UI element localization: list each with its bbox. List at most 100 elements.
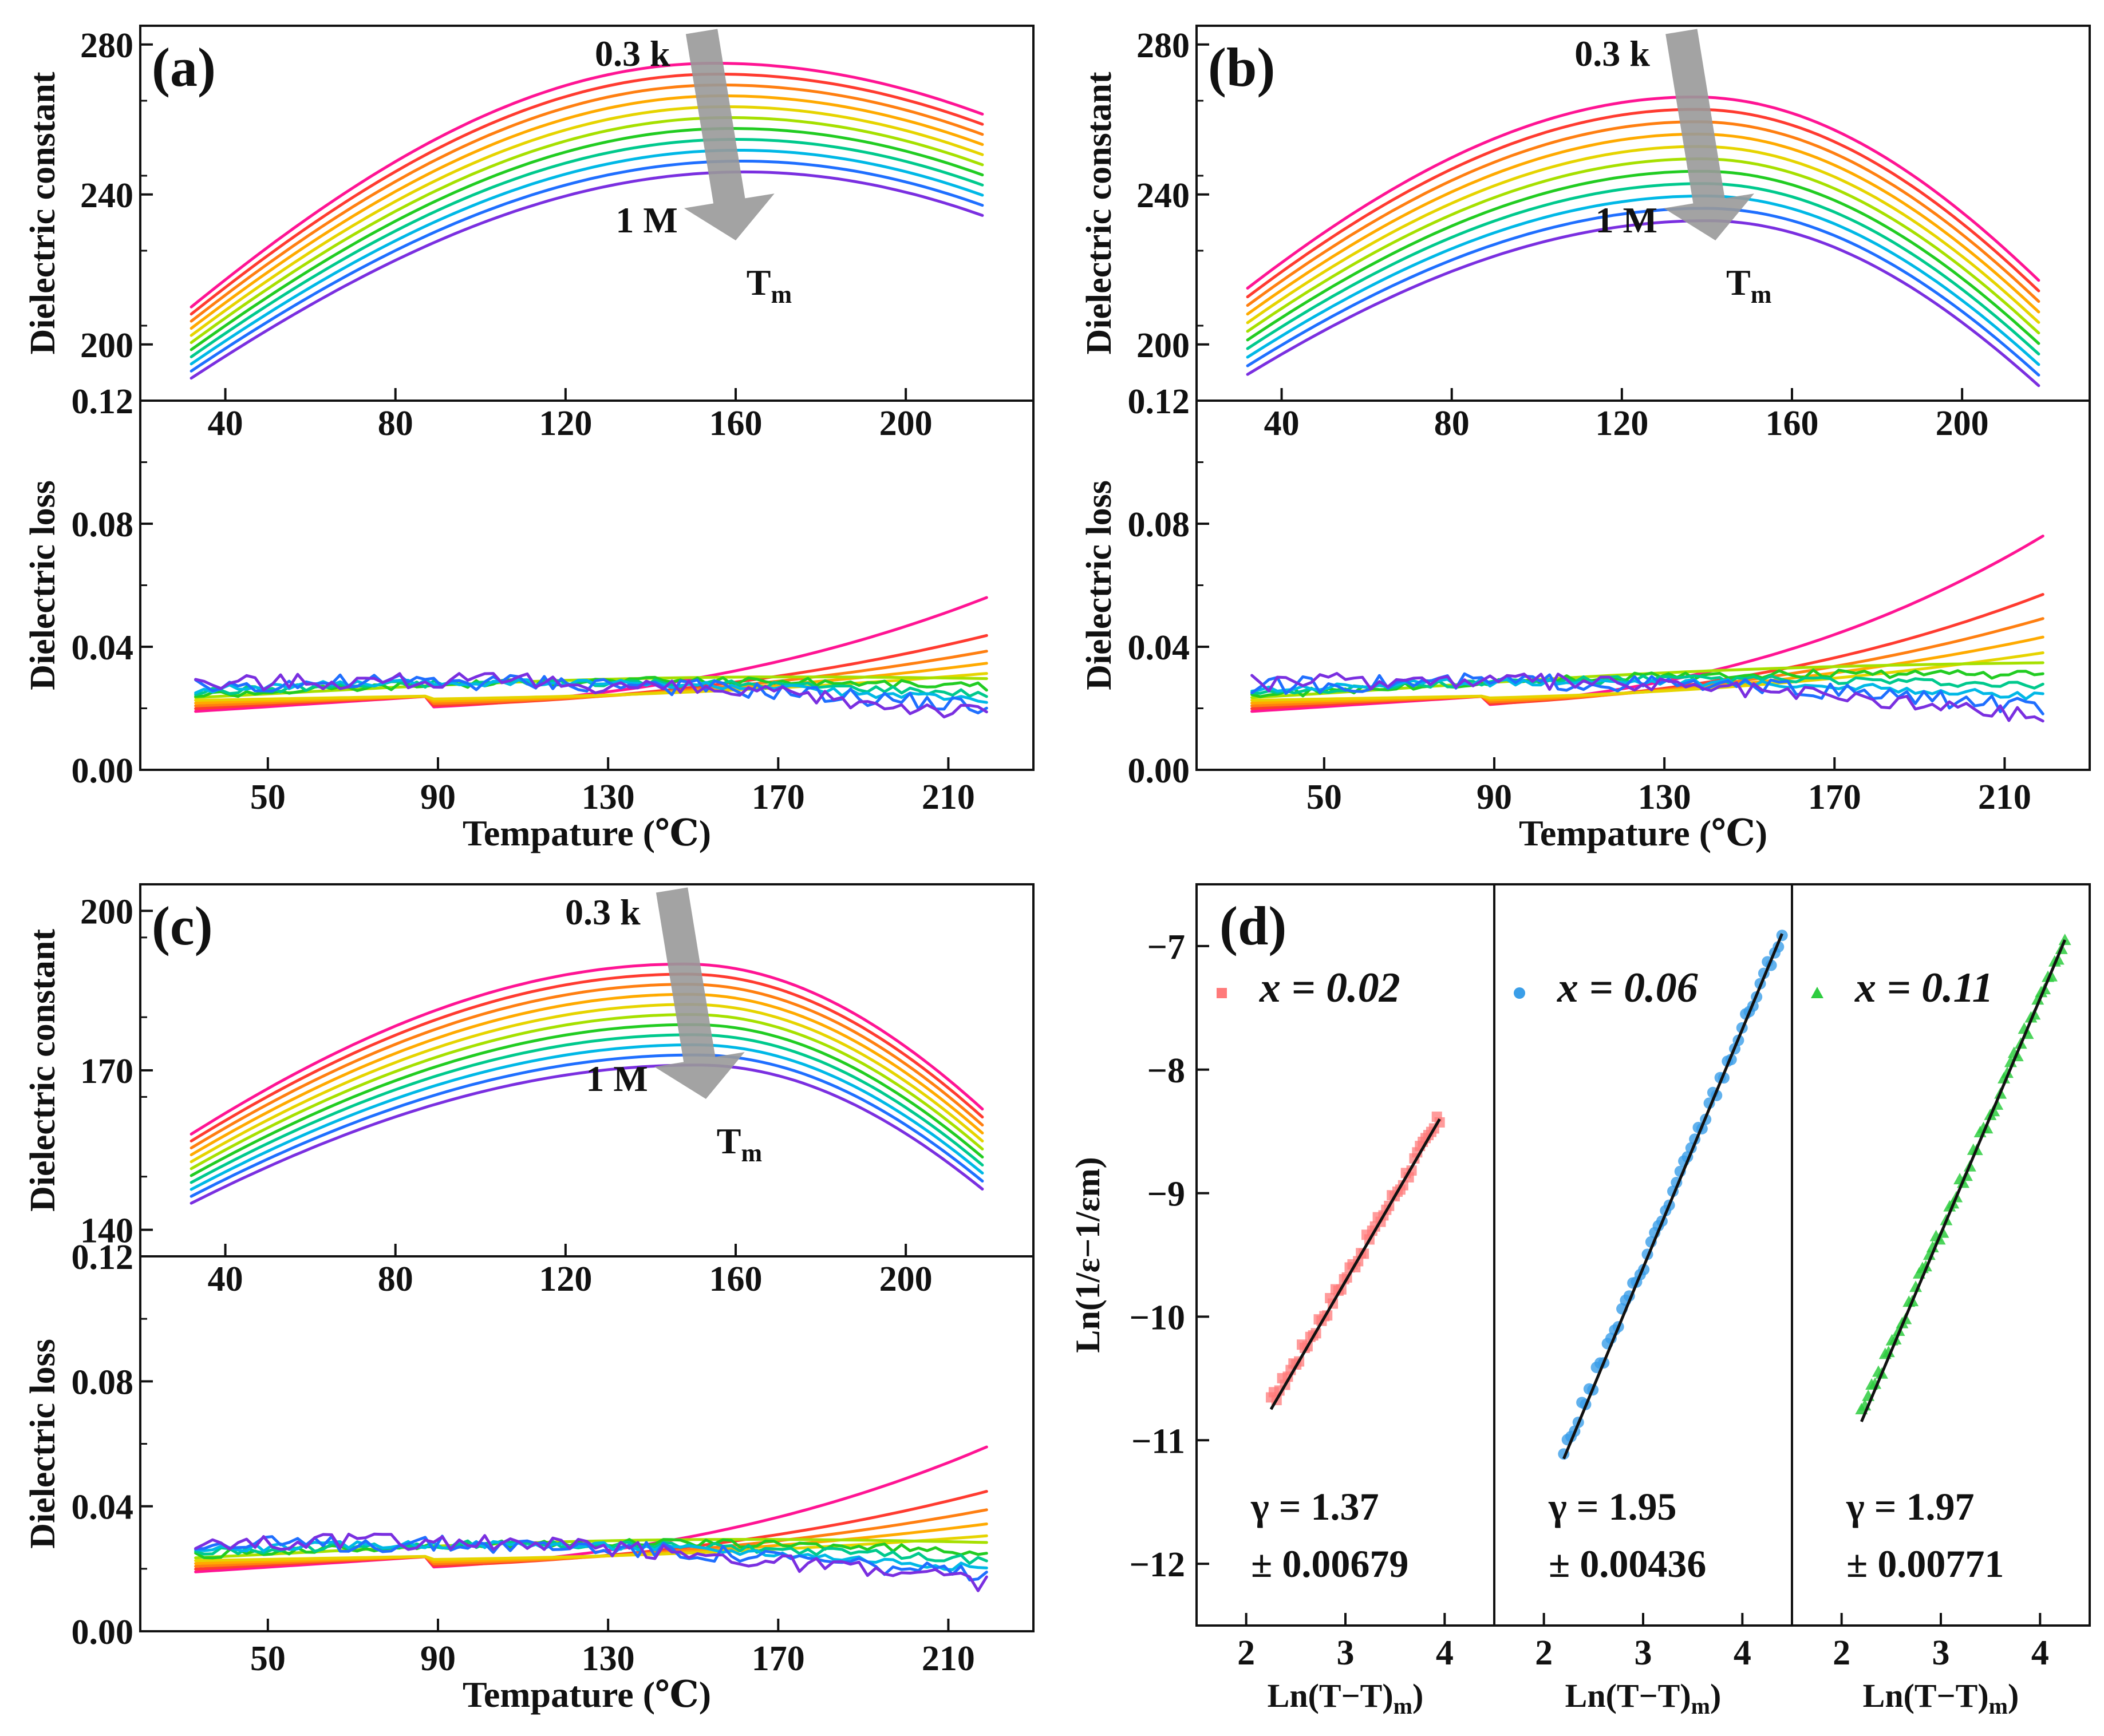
loss-series-10 (1250, 672, 2044, 723)
ytick-label: 0.08 (72, 1363, 134, 1402)
constant-series-7 (190, 1033, 984, 1184)
ytick-label: 140 (80, 1212, 133, 1251)
xtick-label-top: 80 (378, 404, 413, 443)
d-xtick-label: 3 (1932, 1634, 1950, 1672)
xtick-label-top: 160 (709, 404, 763, 443)
loss-series-9 (1250, 672, 2044, 715)
ylabel-top: Dielectric constant (23, 72, 62, 354)
d-xlabel-close: ) (1412, 1677, 1423, 1714)
constant-series-7 (190, 138, 984, 358)
ytick-label: 200 (80, 326, 133, 365)
constant-series-4 (190, 1003, 984, 1164)
loss-series-10 (194, 672, 988, 719)
xlabel: Tempature (℃) (463, 1674, 711, 1715)
xtick-label-top: 120 (539, 1260, 592, 1299)
constant-series-3 (1246, 132, 2040, 316)
constant-series-6 (190, 1023, 984, 1177)
d-xtick-label: 3 (1337, 1634, 1355, 1672)
ytick-label: 240 (1136, 176, 1190, 215)
constant-series-10 (190, 170, 984, 380)
gamma-label: γ = 1.97 (1846, 1485, 1975, 1528)
constant-series-2 (190, 84, 984, 323)
xtick-label: 210 (1978, 778, 2031, 817)
ytick-label: 0.04 (72, 628, 134, 667)
constant-series-3 (190, 992, 984, 1157)
frequency-arrow (1664, 29, 1754, 240)
ylabel-bottom: Dielectric loss (23, 480, 62, 690)
constant-series-10 (190, 1063, 984, 1205)
constant-series-4 (1246, 145, 2040, 325)
constant-series-5 (190, 116, 984, 344)
ytick-label: 0.00 (72, 1613, 134, 1652)
fit-line (1860, 939, 2066, 1422)
panel-label: (a) (152, 37, 216, 98)
xtick-label: 210 (922, 1639, 975, 1678)
d-xtick-label: 2 (1833, 1634, 1850, 1672)
fit-line (1562, 933, 1783, 1460)
data-point (2031, 993, 2044, 1005)
data-point (1926, 1241, 1939, 1253)
ytick-label: 0.04 (72, 1488, 134, 1527)
loss-series-9 (194, 673, 988, 715)
data-point (2058, 934, 2071, 946)
d-xlabel-close: ) (1710, 1677, 1721, 1714)
xtick-label: 90 (1477, 778, 1512, 817)
d-ytick-label: −12 (1130, 1545, 1185, 1584)
annot-tm-sub: m (741, 1139, 762, 1167)
xtick-label-top: 120 (539, 404, 592, 443)
xlabel: Tempature (℃) (463, 813, 711, 853)
constant-series-0 (1246, 96, 2040, 290)
ytick-label: 0.08 (1128, 505, 1190, 544)
xtick-label-top: 120 (1595, 404, 1648, 443)
bottom-frame (1195, 400, 2091, 771)
ytick-label: 0.12 (72, 1238, 134, 1277)
xtick-label: 90 (420, 1639, 456, 1678)
loss-series-10 (194, 1532, 988, 1592)
frequency-arrow (654, 887, 745, 1099)
constant-series-4 (190, 105, 984, 337)
frequency-arrow (684, 29, 775, 240)
panel-label: (c) (152, 895, 213, 956)
ytick-label: 0.12 (72, 382, 134, 421)
panel-label: (b) (1208, 37, 1275, 98)
loss-series-6 (1250, 669, 2044, 698)
d-ytick-label: −10 (1130, 1298, 1185, 1337)
constant-series-9 (190, 1053, 984, 1198)
constant-series-8 (190, 149, 984, 366)
constant-series-1 (1246, 108, 2040, 299)
d-xlabel-sub: m (1394, 1693, 1412, 1719)
d-xtick-label: 4 (1734, 1634, 1751, 1672)
ytick-label: 0.04 (1128, 628, 1190, 667)
xtick-label: 170 (752, 778, 805, 817)
subpanel-1: 2 3 4 Ln(T−T)m) x = 0.06 γ = 1.95 ± 0.00436 (1514, 930, 1788, 1719)
data-point (1869, 1377, 1882, 1389)
annot-tm: Tm (1726, 262, 1771, 309)
constant-series-1 (190, 73, 984, 316)
ylabel-bottom: Dielectric loss (1080, 480, 1119, 690)
d-xlabel: Ln(T−T)m) (1565, 1677, 1722, 1719)
gamma-label: γ = 1.37 (1250, 1485, 1379, 1528)
annot-start: 0.3 k (595, 33, 670, 74)
ytick-label: 170 (80, 1052, 133, 1091)
xtick-label: 130 (1638, 778, 1691, 817)
annot-end: 1 M (615, 200, 677, 240)
annot-end: 1 M (1596, 200, 1657, 240)
panel-1: 200 240 280 40 80 120 160 200 0.00 0.04 0.08 0.12 50… (1080, 25, 2091, 853)
legend-label: x = 0.02 (1259, 964, 1400, 1011)
ytick-label: 0.08 (72, 505, 134, 544)
xlabel: Tempature (℃) (1519, 813, 1767, 853)
loss-series-4 (1250, 651, 2044, 702)
data-point (2000, 1066, 2014, 1078)
xtick-label: 50 (250, 1639, 286, 1678)
xtick-label: 170 (1808, 778, 1861, 817)
gamma-label: γ = 1.95 (1548, 1485, 1677, 1528)
fit-line (1269, 1118, 1441, 1410)
xtick-label: 210 (922, 778, 975, 817)
legend-marker (1811, 987, 1823, 998)
d-ytick-label: −8 (1147, 1051, 1185, 1090)
legend-marker (1514, 987, 1525, 999)
annot-tm: Tm (717, 1121, 762, 1167)
d-ytick-label: −7 (1147, 928, 1185, 967)
d-xtick-label: 2 (1535, 1634, 1553, 1672)
ylabel-bottom: Dielectric loss (23, 1339, 62, 1549)
